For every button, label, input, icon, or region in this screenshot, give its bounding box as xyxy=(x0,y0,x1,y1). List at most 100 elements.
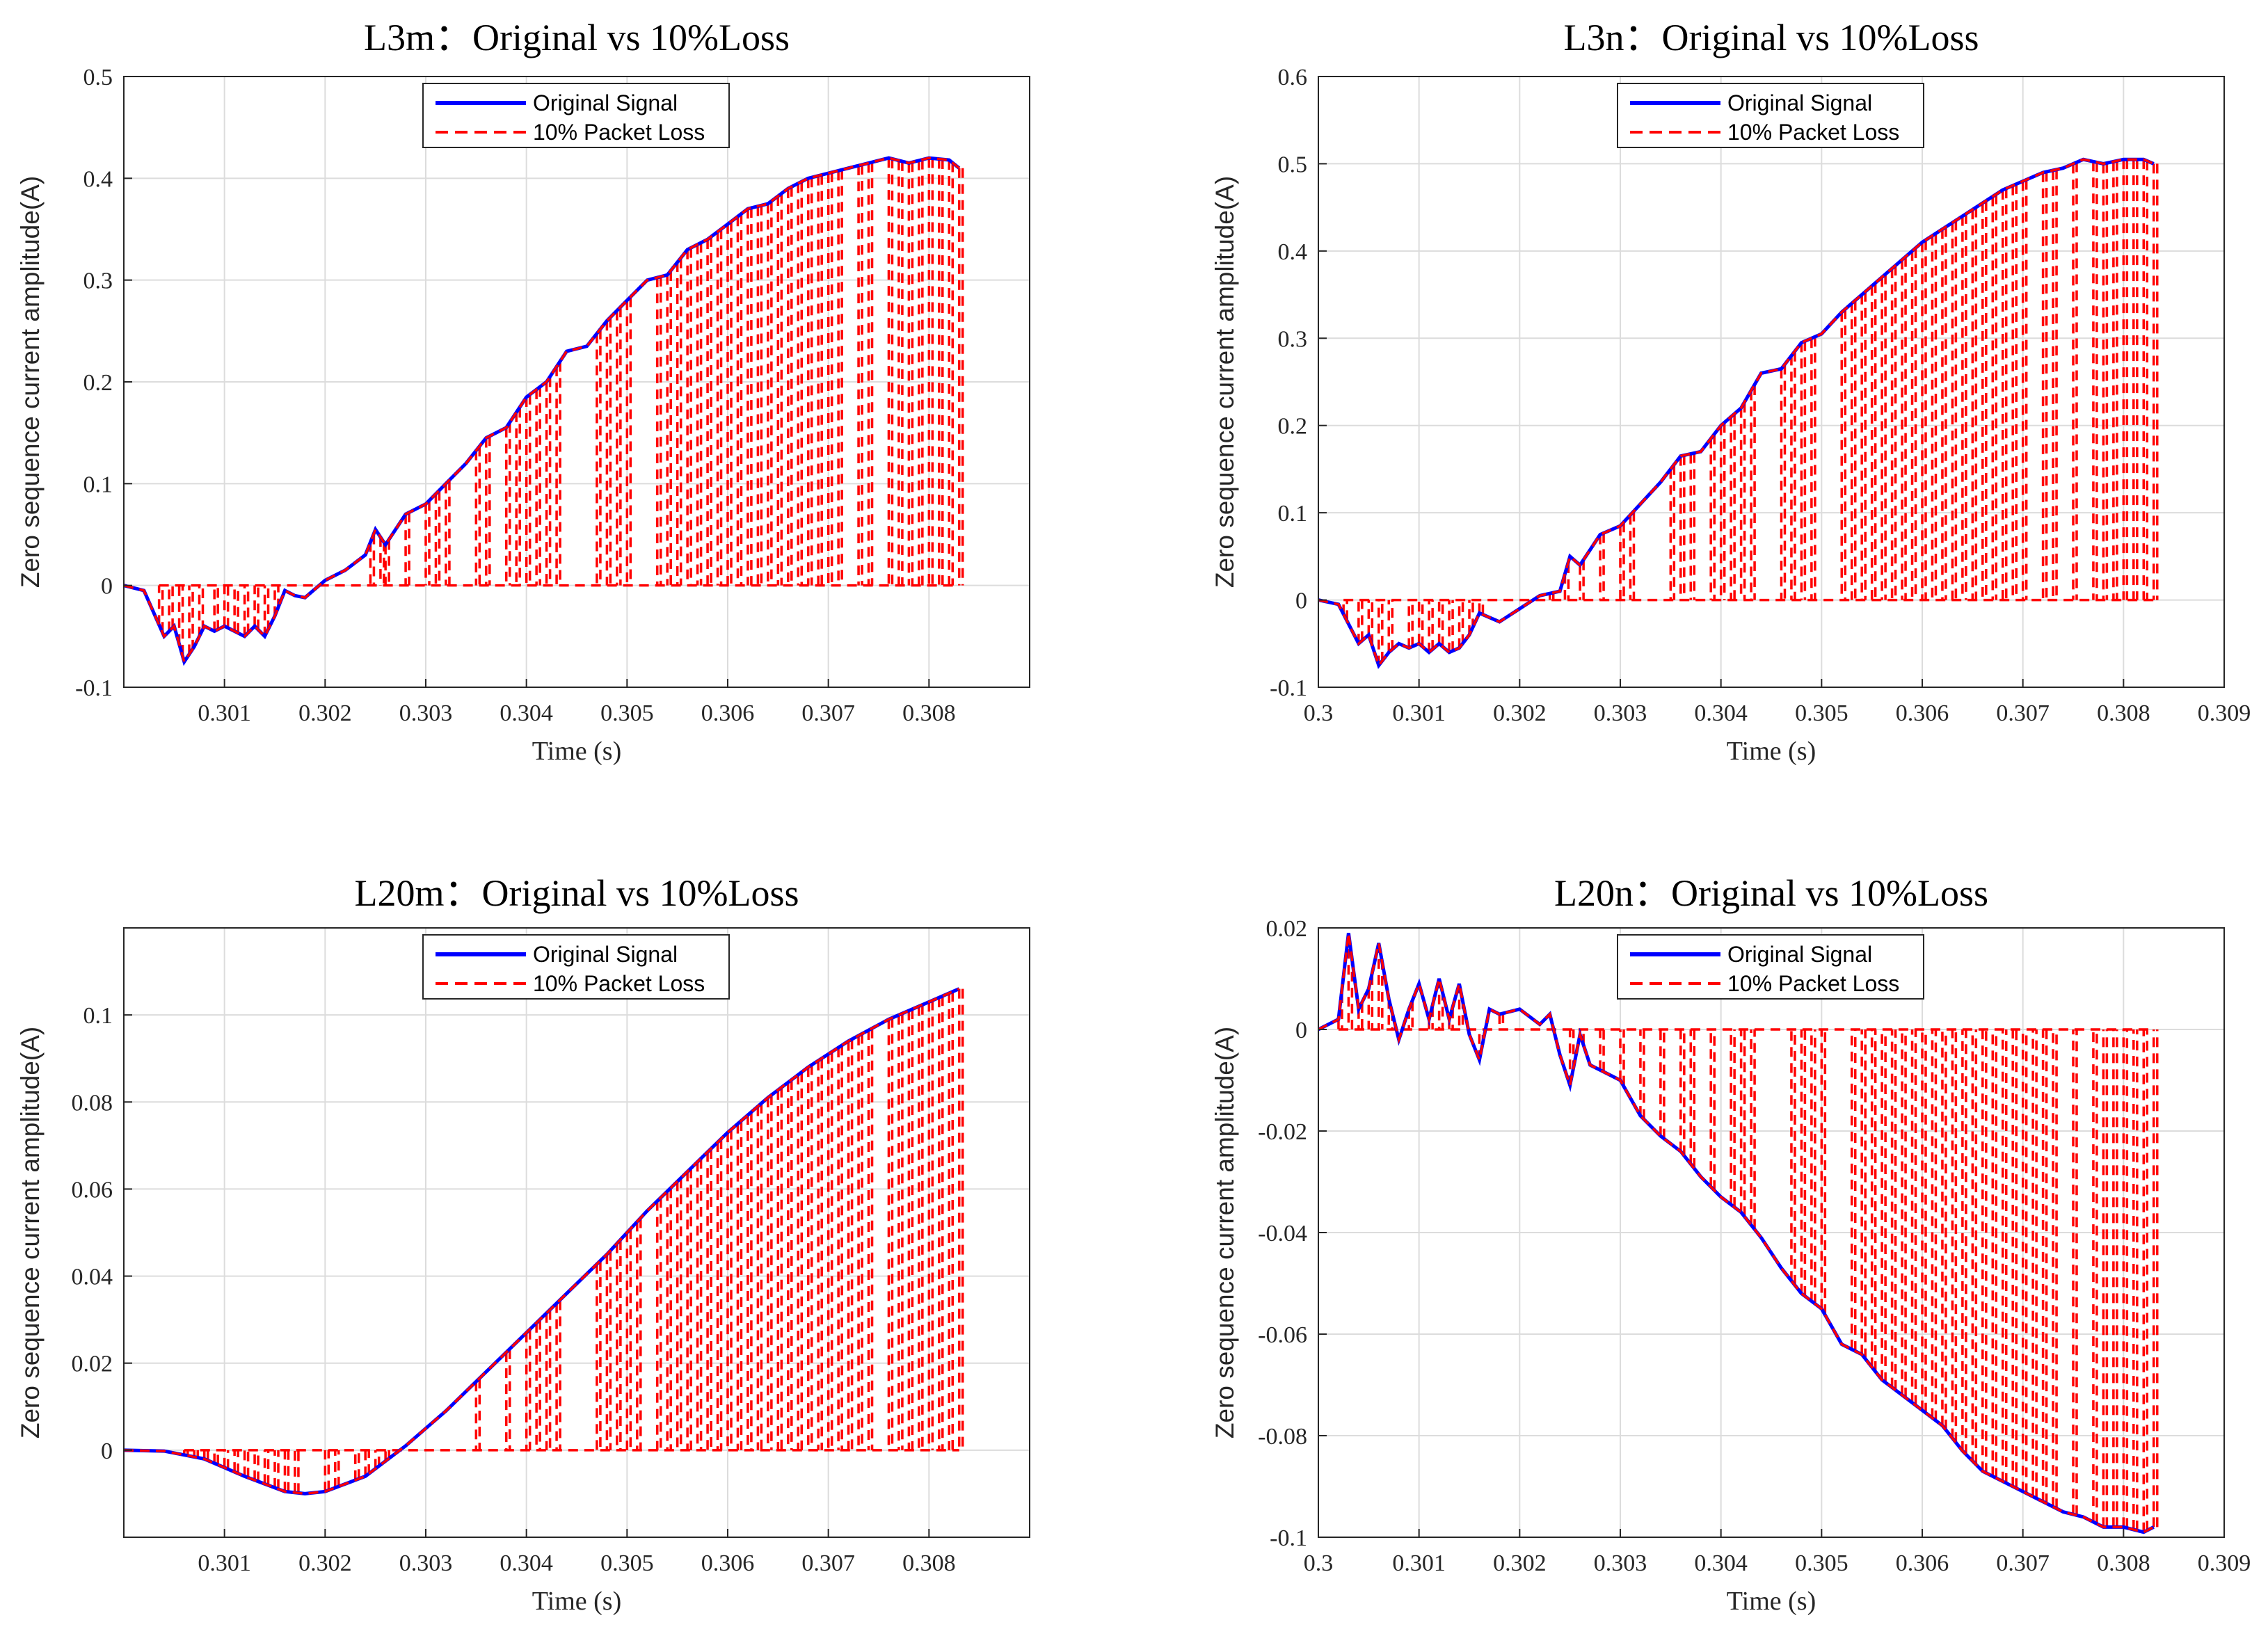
x-tick-label: 0.304 xyxy=(500,1550,553,1576)
chart-title: L20n：Original vs 10%Loss xyxy=(1554,872,1988,914)
x-tick-label: 0.309 xyxy=(2198,700,2251,726)
x-tick-label: 0.301 xyxy=(198,1550,251,1576)
y-tick-label: 0.5 xyxy=(1278,152,1308,177)
legend-label-loss: 10% Packet Loss xyxy=(533,120,705,145)
x-tick-label: 0.3 xyxy=(1304,1550,1334,1576)
x-tick-label: 0.306 xyxy=(1896,1550,1949,1576)
x-axis-label: Time (s) xyxy=(532,1587,621,1616)
legend-label-loss: 10% Packet Loss xyxy=(533,971,705,996)
x-tick-label: 0.306 xyxy=(701,1550,755,1576)
x-tick-label: 0.301 xyxy=(1392,700,1446,726)
y-tick-label: 0.1 xyxy=(83,1003,113,1029)
x-tick-label: 0.302 xyxy=(298,700,352,726)
x-tick-label: 0.305 xyxy=(600,1550,654,1576)
x-tick-label: 0.303 xyxy=(1594,700,1647,726)
y-tick-label: 0.06 xyxy=(72,1177,113,1203)
y-tick-label: -0.02 xyxy=(1258,1119,1307,1145)
x-tick-label: 0.306 xyxy=(1896,700,1949,726)
y-tick-label: 0.4 xyxy=(1278,239,1308,265)
y-tick-label: 0 xyxy=(1295,1018,1307,1043)
x-tick-label: 0.304 xyxy=(1694,1550,1748,1576)
plot-border xyxy=(1318,76,2225,688)
x-tick-label: 0.307 xyxy=(801,1550,855,1576)
x-tick-label: 0.308 xyxy=(902,700,956,726)
x-tick-label: 0.3 xyxy=(1304,700,1334,726)
chart-panel-1: 0.301 0.302 0.303 0.304 0.305 0.306 0.307 0.308… xyxy=(16,17,1030,766)
y-tick-label: -0.1 xyxy=(75,675,113,701)
x-tick-label: 0.307 xyxy=(1996,700,2050,726)
x-tick-label: 0.306 xyxy=(701,700,755,726)
chart-panel-3: 0.301 0.302 0.303 0.304 0.305 0.306 0.307 0.308… xyxy=(16,872,1030,1616)
chart-panel-2: 0.3 0.301 0.302 0.303 0.304 0.305 0.306 0.307 0.… xyxy=(1211,17,2251,766)
chart-title: L20m：Original vs 10%Loss xyxy=(355,872,799,914)
y-tick-label: 0.5 xyxy=(83,65,113,90)
plot-area xyxy=(123,927,1030,1538)
x-tick-label: 0.301 xyxy=(198,700,251,726)
x-tick-label: 0.305 xyxy=(1795,700,1848,726)
x-tick-label: 0.307 xyxy=(801,700,855,726)
y-tick-label: -0.06 xyxy=(1258,1322,1307,1348)
legend-label-loss: 10% Packet Loss xyxy=(1727,971,1899,996)
x-axis-label: Time (s) xyxy=(532,737,621,766)
y-tick-label: 0.08 xyxy=(72,1090,113,1116)
x-tick-label: 0.303 xyxy=(1594,1550,1647,1576)
legend-box xyxy=(422,83,730,148)
y-axis-label: Zero sequence current amplitude(A) xyxy=(16,176,45,588)
x-tick-label: 0.305 xyxy=(1795,1550,1848,1576)
x-axis-label: Time (s) xyxy=(1727,1587,1816,1616)
x-tick-label: 0.304 xyxy=(1694,700,1748,726)
y-tick-label: 0.02 xyxy=(72,1352,113,1377)
legend: Original Signal 10% Packet Loss xyxy=(1617,83,1924,148)
y-tick-label: 0.04 xyxy=(72,1265,113,1290)
y-tick-label: 0 xyxy=(101,1438,113,1464)
x-tick-label: 0.303 xyxy=(399,700,453,726)
x-tick-label: 0.302 xyxy=(298,1550,352,1576)
legend-label-original: Original Signal xyxy=(1727,942,1872,967)
y-tick-label: 0.2 xyxy=(1278,414,1308,440)
y-tick-label: 0.2 xyxy=(83,370,113,396)
legend-label-original: Original Signal xyxy=(533,90,678,115)
series-packet-loss-overlay xyxy=(1318,933,2155,1534)
plot-border xyxy=(123,927,1030,1538)
y-tick-label: 0.02 xyxy=(1266,916,1308,942)
y-tick-label: 0.6 xyxy=(1278,65,1308,90)
chart-title: L3m：Original vs 10%Loss xyxy=(364,17,790,58)
y-tick-label: 0.3 xyxy=(1278,326,1308,352)
y-tick-label: 0.1 xyxy=(1278,501,1308,527)
series-packet-loss-overlay xyxy=(123,157,960,665)
x-tick-label: 0.302 xyxy=(1493,1550,1547,1576)
y-axis-label: Zero sequence current amplitude(A) xyxy=(1211,1027,1239,1438)
y-tick-label: -0.1 xyxy=(1270,1525,1307,1551)
chart-title: L3n：Original vs 10%Loss xyxy=(1564,17,1979,58)
y-tick-label: 0 xyxy=(1295,588,1307,614)
y-tick-label: 0 xyxy=(101,574,113,600)
x-tick-label: 0.308 xyxy=(2097,1550,2150,1576)
x-tick-label: 0.303 xyxy=(399,1550,453,1576)
y-tick-label: 0.1 xyxy=(83,472,113,497)
legend: Original Signal 10% Packet Loss xyxy=(422,934,730,1000)
x-tick-label: 0.305 xyxy=(600,700,654,726)
series-packet-loss-overlay xyxy=(1318,158,2155,668)
x-axis-label: Time (s) xyxy=(1727,737,1816,766)
legend-label-loss: 10% Packet Loss xyxy=(1727,120,1899,145)
y-tick-label: 0.3 xyxy=(83,268,113,294)
plot-area xyxy=(1318,76,2225,688)
y-tick-label: -0.08 xyxy=(1258,1424,1307,1450)
x-tick-label: 0.301 xyxy=(1392,1550,1446,1576)
legend-label-original: Original Signal xyxy=(533,942,678,967)
series-packet-loss-overlay xyxy=(123,987,960,1495)
y-tick-label: -0.04 xyxy=(1258,1221,1307,1246)
x-tick-label: 0.304 xyxy=(500,700,553,726)
y-tick-label: 0.4 xyxy=(83,166,113,192)
x-tick-label: 0.302 xyxy=(1493,700,1547,726)
legend: Original Signal 10% Packet Loss xyxy=(1617,934,1924,1000)
legend-box xyxy=(422,934,730,1000)
y-axis-label: Zero sequence current amplitude(A) xyxy=(1211,176,1239,588)
legend: Original Signal 10% Packet Loss xyxy=(422,83,730,148)
x-tick-label: 0.308 xyxy=(902,1550,956,1576)
x-tick-label: 0.308 xyxy=(2097,700,2150,726)
chart-panel-4: 0.3 0.301 0.302 0.303 0.304 0.305 0.306 0.307 0.… xyxy=(1211,872,2251,1616)
legend-label-original: Original Signal xyxy=(1727,90,1872,115)
x-tick-label: 0.309 xyxy=(2198,1550,2251,1576)
